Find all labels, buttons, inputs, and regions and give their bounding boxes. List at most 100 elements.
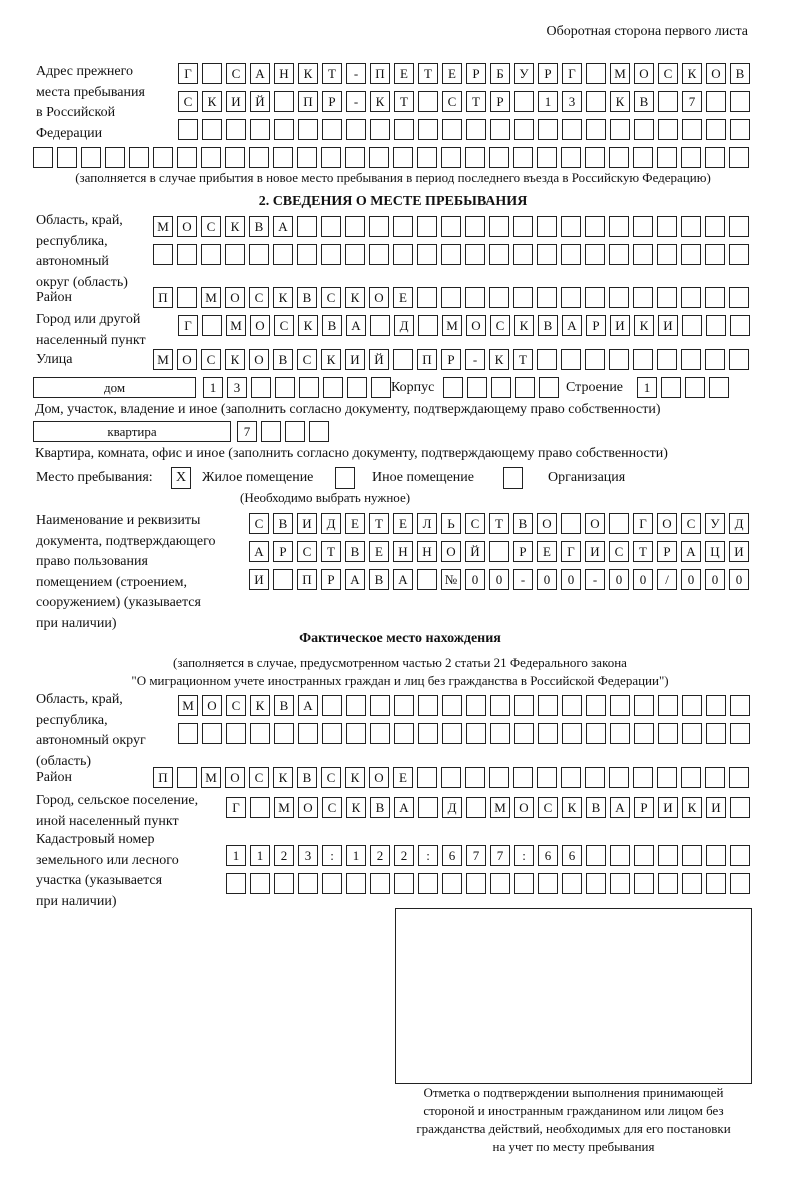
char-cell[interactable] <box>345 216 365 237</box>
char-cell[interactable] <box>285 421 305 442</box>
char-cell[interactable]: К <box>346 797 366 818</box>
flat-number-row[interactable]: 7 <box>237 421 329 442</box>
char-cell[interactable] <box>706 845 726 866</box>
char-cell[interactable] <box>441 287 461 308</box>
char-cell[interactable]: С <box>490 315 510 336</box>
char-cell[interactable]: 1 <box>346 845 366 866</box>
char-cell[interactable]: А <box>298 695 318 716</box>
char-cell[interactable]: К <box>202 91 222 112</box>
char-cell[interactable]: С <box>658 63 678 84</box>
cadastre-row[interactable] <box>226 873 750 894</box>
char-cell[interactable]: - <box>513 569 533 590</box>
char-cell[interactable]: О <box>657 513 677 534</box>
stay-checkbox-other[interactable] <box>335 467 355 489</box>
char-cell[interactable] <box>634 119 654 140</box>
char-cell[interactable]: М <box>153 216 173 237</box>
char-cell[interactable]: В <box>345 541 365 562</box>
char-cell[interactable] <box>418 723 438 744</box>
char-cell[interactable]: Ц <box>705 541 725 562</box>
char-cell[interactable] <box>201 147 221 168</box>
char-cell[interactable]: 1 <box>538 91 558 112</box>
char-cell[interactable]: Й <box>250 91 270 112</box>
char-cell[interactable] <box>729 287 749 308</box>
char-cell[interactable] <box>490 119 510 140</box>
char-cell[interactable] <box>466 695 486 716</box>
char-cell[interactable] <box>274 119 294 140</box>
char-cell[interactable] <box>467 377 487 398</box>
char-cell[interactable]: А <box>249 541 269 562</box>
char-cell[interactable] <box>226 119 246 140</box>
char-cell[interactable]: О <box>466 315 486 336</box>
char-cell[interactable] <box>202 63 222 84</box>
char-cell[interactable]: К <box>273 767 293 788</box>
char-cell[interactable] <box>489 541 509 562</box>
char-cell[interactable]: Р <box>586 315 606 336</box>
char-cell[interactable]: М <box>226 315 246 336</box>
char-cell[interactable] <box>610 119 630 140</box>
char-cell[interactable]: О <box>225 287 245 308</box>
char-cell[interactable] <box>81 147 101 168</box>
char-cell[interactable] <box>657 767 677 788</box>
char-cell[interactable]: 0 <box>465 569 485 590</box>
char-cell[interactable]: С <box>249 513 269 534</box>
char-cell[interactable] <box>706 119 726 140</box>
char-cell[interactable]: В <box>249 216 269 237</box>
char-cell[interactable] <box>274 723 294 744</box>
char-cell[interactable]: С <box>226 63 246 84</box>
char-cell[interactable] <box>177 287 197 308</box>
char-cell[interactable] <box>706 723 726 744</box>
char-cell[interactable] <box>371 377 391 398</box>
char-cell[interactable] <box>729 244 749 265</box>
char-cell[interactable]: С <box>297 541 317 562</box>
char-cell[interactable]: - <box>465 349 485 370</box>
prev-address-row[interactable] <box>33 147 749 168</box>
char-cell[interactable]: У <box>514 63 534 84</box>
char-cell[interactable] <box>298 723 318 744</box>
char-cell[interactable] <box>177 244 197 265</box>
char-cell[interactable]: В <box>634 91 654 112</box>
char-cell[interactable] <box>418 91 438 112</box>
char-cell[interactable]: П <box>417 349 437 370</box>
char-cell[interactable] <box>730 695 750 716</box>
char-cell[interactable] <box>515 377 535 398</box>
char-cell[interactable] <box>177 147 197 168</box>
char-cell[interactable]: В <box>370 797 390 818</box>
char-cell[interactable]: Б <box>490 63 510 84</box>
char-cell[interactable] <box>609 147 629 168</box>
char-cell[interactable] <box>561 767 581 788</box>
char-cell[interactable]: К <box>562 797 582 818</box>
char-cell[interactable] <box>514 91 534 112</box>
char-cell[interactable] <box>251 377 271 398</box>
char-cell[interactable]: О <box>537 513 557 534</box>
char-cell[interactable]: Р <box>273 541 293 562</box>
char-cell[interactable] <box>153 244 173 265</box>
doc-row[interactable]: И П Р А В А № 0 0-0 0-0 0/0 0 0 <box>249 569 749 590</box>
char-cell[interactable] <box>658 91 678 112</box>
char-cell[interactable]: П <box>298 91 318 112</box>
char-cell[interactable] <box>442 695 462 716</box>
char-cell[interactable] <box>729 147 749 168</box>
char-cell[interactable]: А <box>393 569 413 590</box>
char-cell[interactable] <box>562 873 582 894</box>
char-cell[interactable]: М <box>274 797 294 818</box>
char-cell[interactable] <box>729 767 749 788</box>
char-cell[interactable]: С <box>538 797 558 818</box>
char-cell[interactable] <box>514 695 534 716</box>
char-cell[interactable]: С <box>321 767 341 788</box>
korpus-row[interactable] <box>443 377 559 398</box>
stay-checkbox-organization[interactable] <box>503 467 523 489</box>
char-cell[interactable]: П <box>370 63 390 84</box>
char-cell[interactable] <box>661 377 681 398</box>
char-cell[interactable] <box>609 513 629 534</box>
char-cell[interactable] <box>370 873 390 894</box>
char-cell[interactable] <box>322 119 342 140</box>
char-cell[interactable] <box>273 244 293 265</box>
char-cell[interactable] <box>298 119 318 140</box>
char-cell[interactable] <box>585 287 605 308</box>
char-cell[interactable] <box>225 147 245 168</box>
char-cell[interactable] <box>705 216 725 237</box>
char-cell[interactable] <box>322 873 342 894</box>
char-cell[interactable] <box>249 147 269 168</box>
char-cell[interactable]: 7 <box>682 91 702 112</box>
